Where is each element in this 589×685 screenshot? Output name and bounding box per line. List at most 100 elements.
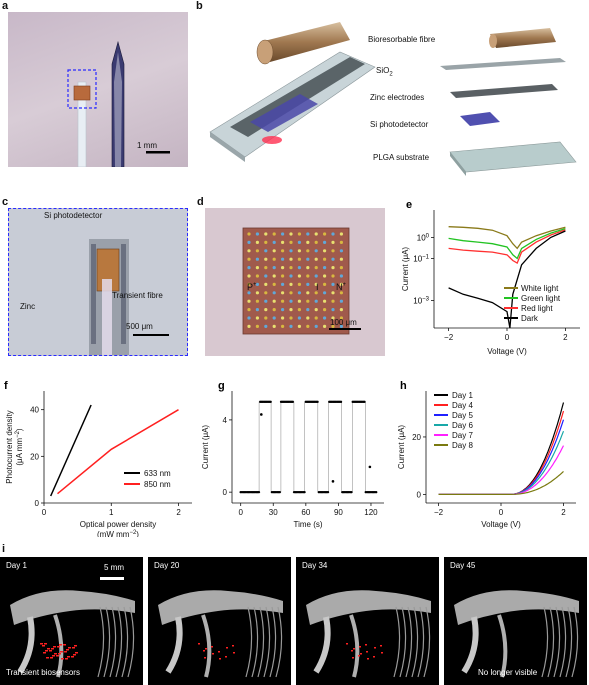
exploded-diagram bbox=[200, 12, 580, 195]
label-zinc: Zinc bbox=[20, 302, 36, 311]
ct-skeleton bbox=[306, 590, 431, 678]
series-line-green-light bbox=[448, 227, 566, 260]
x-tick-label-g: 90 bbox=[334, 508, 343, 517]
y-tick-label-f: 20 bbox=[30, 452, 39, 461]
ct-frame-caption: No longer visible bbox=[478, 668, 538, 677]
panel-label: g bbox=[218, 380, 225, 392]
layer-label-si: Si photodetector bbox=[370, 120, 429, 129]
legend-entry: White light bbox=[521, 284, 559, 293]
series-line-day-8 bbox=[438, 470, 564, 496]
ct-frame-day: Day 1 bbox=[6, 561, 27, 570]
legend-entry: Day 1 bbox=[452, 391, 473, 400]
data-point bbox=[291, 400, 294, 404]
layer-label-zinc: Zinc electrodes bbox=[370, 93, 425, 102]
panel-label-b: b bbox=[196, 0, 203, 12]
y-tick-label-h: 20 bbox=[412, 433, 421, 442]
panel-label-c: c bbox=[2, 196, 9, 208]
data-point bbox=[374, 490, 378, 494]
data-point bbox=[350, 490, 353, 494]
ct-frame-caption: Transient biosensors bbox=[6, 668, 80, 677]
layer-label-plga: PLGA substrate bbox=[373, 153, 430, 162]
label-i: I bbox=[316, 282, 319, 292]
legend-entry: Green light bbox=[521, 294, 561, 303]
scalebar-label-c: 500 μm bbox=[126, 322, 153, 331]
scalebar-label-a: 1 mm bbox=[137, 141, 157, 150]
ct-skeleton bbox=[158, 590, 283, 678]
y-axis-label-h: Current (μA) bbox=[397, 425, 406, 470]
y-axis-label-f-units: (μA mm−2) bbox=[15, 428, 24, 466]
scalebar-label-d: 100 μm bbox=[330, 318, 357, 327]
series-line-633-nm bbox=[50, 404, 92, 497]
y-tick-label-g: 0 bbox=[223, 488, 228, 497]
data-point bbox=[269, 400, 272, 404]
data-point-outlier bbox=[331, 480, 335, 483]
legend-entry: Day 8 bbox=[452, 441, 473, 450]
scalebar-i bbox=[100, 577, 124, 580]
x-axis-label-e: Voltage (V) bbox=[487, 347, 527, 356]
ct-scan-row: Day 1 5 mm Transient biosensors Day 20 Day 3… bbox=[0, 557, 589, 685]
panel-label-a: a bbox=[2, 0, 9, 12]
chart-g: g 0 30 60 90 120 0 4 Time (s) Current (μA) bbox=[201, 380, 384, 529]
panel-label-d: d bbox=[197, 196, 204, 208]
series-line-850-nm bbox=[57, 409, 179, 495]
ct-frame-day: Day 34 bbox=[302, 561, 328, 570]
legend-entry: 633 nm bbox=[144, 469, 171, 478]
device-closeup-illustration bbox=[89, 239, 129, 355]
legend-entry: Day 6 bbox=[452, 421, 473, 430]
x-tick-label-h: 2 bbox=[561, 508, 566, 517]
label-n: N+ bbox=[336, 282, 347, 292]
x-tick-label-e: −2 bbox=[444, 333, 454, 342]
label-p: P+ bbox=[247, 282, 257, 292]
y-tick-label-f: 0 bbox=[35, 499, 40, 508]
chart-e: e −2 0 2 100 10−1 10−3 Voltage (V) Current (μA) W… bbox=[401, 199, 580, 356]
data-point bbox=[303, 490, 306, 494]
micrograph-illustration bbox=[242, 227, 361, 335]
x-tick-label-h: 0 bbox=[499, 508, 504, 517]
ct-skeleton bbox=[10, 577, 135, 678]
legend-entry: 850 nm bbox=[144, 480, 171, 489]
x-axis-label-f: Optical power density bbox=[80, 520, 156, 529]
data-point-outlier bbox=[260, 413, 263, 416]
x-axis-label-f-units: (mW mm−2) bbox=[97, 530, 139, 537]
highlight-box-a bbox=[67, 69, 97, 109]
y-axis-label-g: Current (μA) bbox=[201, 425, 210, 470]
panel-label: h bbox=[400, 380, 407, 392]
x-tick-label-f: 2 bbox=[176, 508, 181, 517]
x-tick-label-f: 0 bbox=[42, 508, 47, 517]
y-axis-label-e: Current (μA) bbox=[401, 247, 410, 292]
data-point bbox=[257, 490, 261, 494]
y-tick-label-h: 0 bbox=[417, 490, 422, 499]
x-tick-label-f: 1 bbox=[109, 508, 114, 517]
ct-frame-day: Day 45 bbox=[450, 561, 476, 570]
legend-entry: Day 7 bbox=[452, 431, 473, 440]
x-tick-label-e: 0 bbox=[505, 333, 510, 342]
x-tick-label-g: 30 bbox=[269, 508, 278, 517]
scalebar-a bbox=[146, 151, 170, 154]
y-tick-label-e: 100 bbox=[417, 233, 430, 242]
x-tick-label-h: −2 bbox=[434, 508, 444, 517]
y-tick-label-e: 10−1 bbox=[413, 254, 429, 263]
layer-label-sio2: SiO2 bbox=[376, 66, 393, 78]
y-tick-label-f: 40 bbox=[30, 406, 39, 415]
device-3d-render bbox=[209, 22, 577, 176]
panel-label-i: i bbox=[2, 543, 6, 555]
ct-frame-day: Day 20 bbox=[154, 561, 180, 570]
ct-frame: Day 45 No longer visible bbox=[444, 557, 587, 685]
x-axis-label-h: Voltage (V) bbox=[481, 520, 521, 529]
panel-label: f bbox=[4, 380, 8, 392]
photo-device-closeup bbox=[8, 208, 188, 356]
x-tick-label-g: 0 bbox=[238, 508, 243, 517]
legend-entry: Day 4 bbox=[452, 401, 473, 410]
scalebar-c bbox=[133, 334, 169, 336]
ct-frame: Day 20 bbox=[148, 557, 291, 685]
data-point bbox=[339, 400, 343, 404]
ct-frame: Day 1 5 mm Transient biosensors bbox=[0, 557, 143, 685]
scalebar-label-i: 5 mm bbox=[104, 563, 124, 572]
data-point-outlier bbox=[368, 465, 372, 469]
label-transient-fibre: Transient fibre bbox=[112, 291, 163, 300]
x-tick-label-g: 120 bbox=[364, 508, 378, 517]
y-axis-label-f: Photocurrent density bbox=[5, 410, 14, 483]
x-axis-label-g: Time (s) bbox=[293, 520, 322, 529]
